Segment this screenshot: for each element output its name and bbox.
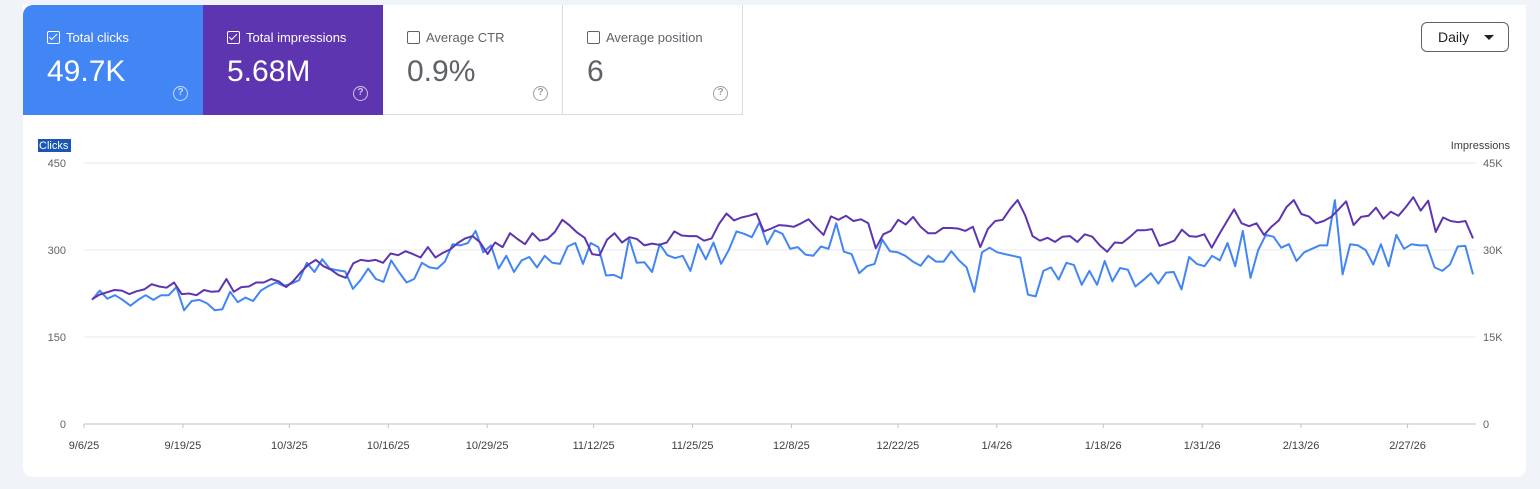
tile-value: 49.7K xyxy=(47,55,126,88)
tile-average-ctr[interactable]: Average CTR 0.9% ? xyxy=(383,5,563,115)
impressions-series-line xyxy=(91,196,1474,301)
tile-label: Average position xyxy=(606,30,703,45)
x-tick-label: 1/18/26 xyxy=(1085,440,1122,452)
checkbox-icon[interactable] xyxy=(407,31,420,44)
x-tick-label: 11/12/25 xyxy=(573,440,615,452)
y-right-tick-label: 0 xyxy=(1483,419,1489,431)
y-left-tick-label: 450 xyxy=(48,158,66,170)
y-left-tick-label: 300 xyxy=(48,245,66,257)
tile-total-clicks[interactable]: Total clicks 49.7K ? xyxy=(23,5,203,115)
tile-value: 0.9% xyxy=(407,55,476,88)
x-tick-label: 2/27/26 xyxy=(1389,440,1426,452)
help-icon[interactable]: ? xyxy=(353,86,368,101)
granularity-selected: Daily xyxy=(1438,29,1470,45)
x-tick-label: 11/25/25 xyxy=(672,440,714,452)
y-left-tick-label: 0 xyxy=(60,419,66,431)
tile-label: Total impressions xyxy=(246,30,347,45)
clicks-series-line xyxy=(91,199,1474,312)
y-right-tick-label: 30K xyxy=(1483,245,1503,257)
x-tick-label: 10/16/25 xyxy=(367,440,410,452)
performance-card: Total clicks 49.7K ? Total impressions 5… xyxy=(23,5,1526,477)
tile-total-impressions[interactable]: Total impressions 5.68M ? xyxy=(203,5,383,115)
y-left-axis-title: Clicks xyxy=(39,140,69,152)
x-tick-label: 1/4/26 xyxy=(981,440,1012,452)
help-icon[interactable]: ? xyxy=(173,86,188,101)
tile-value: 5.68M xyxy=(227,55,311,88)
x-tick-label: 2/13/26 xyxy=(1283,440,1320,452)
metric-tiles: Total clicks 49.7K ? Total impressions 5… xyxy=(23,5,743,115)
help-icon[interactable]: ? xyxy=(713,86,728,101)
performance-chart[interactable]: 450 300 150 0 45K 30K 15K 0 Clicks Impressions 9/6… xyxy=(23,5,1526,477)
tile-average-position[interactable]: Average position 6 ? xyxy=(563,5,743,115)
y-right-axis-title: Impressions xyxy=(1451,140,1511,152)
tile-label: Average CTR xyxy=(426,30,505,45)
x-tick-label: 1/31/26 xyxy=(1184,440,1221,452)
checkbox-icon[interactable] xyxy=(587,31,600,44)
x-tick-label: 9/19/25 xyxy=(165,440,202,452)
granularity-dropdown[interactable]: Daily xyxy=(1421,22,1509,52)
x-tick-label: 9/6/25 xyxy=(69,440,100,452)
y-right-tick-label: 15K xyxy=(1483,332,1503,344)
tile-value: 6 xyxy=(587,55,604,88)
x-tick-label: 10/3/25 xyxy=(271,440,308,452)
y-left-tick-label: 150 xyxy=(48,332,66,344)
x-tick-label: 12/8/25 xyxy=(773,440,810,452)
checkbox-icon[interactable] xyxy=(47,31,60,44)
x-tick-label: 10/29/25 xyxy=(466,440,509,452)
tile-label: Total clicks xyxy=(66,30,129,45)
x-tick-label: 12/22/25 xyxy=(876,440,919,452)
help-icon[interactable]: ? xyxy=(533,86,548,101)
caret-down-icon xyxy=(1484,35,1494,40)
y-right-tick-label: 45K xyxy=(1483,158,1503,170)
axis-title-highlight xyxy=(38,139,71,152)
checkbox-icon[interactable] xyxy=(227,31,240,44)
